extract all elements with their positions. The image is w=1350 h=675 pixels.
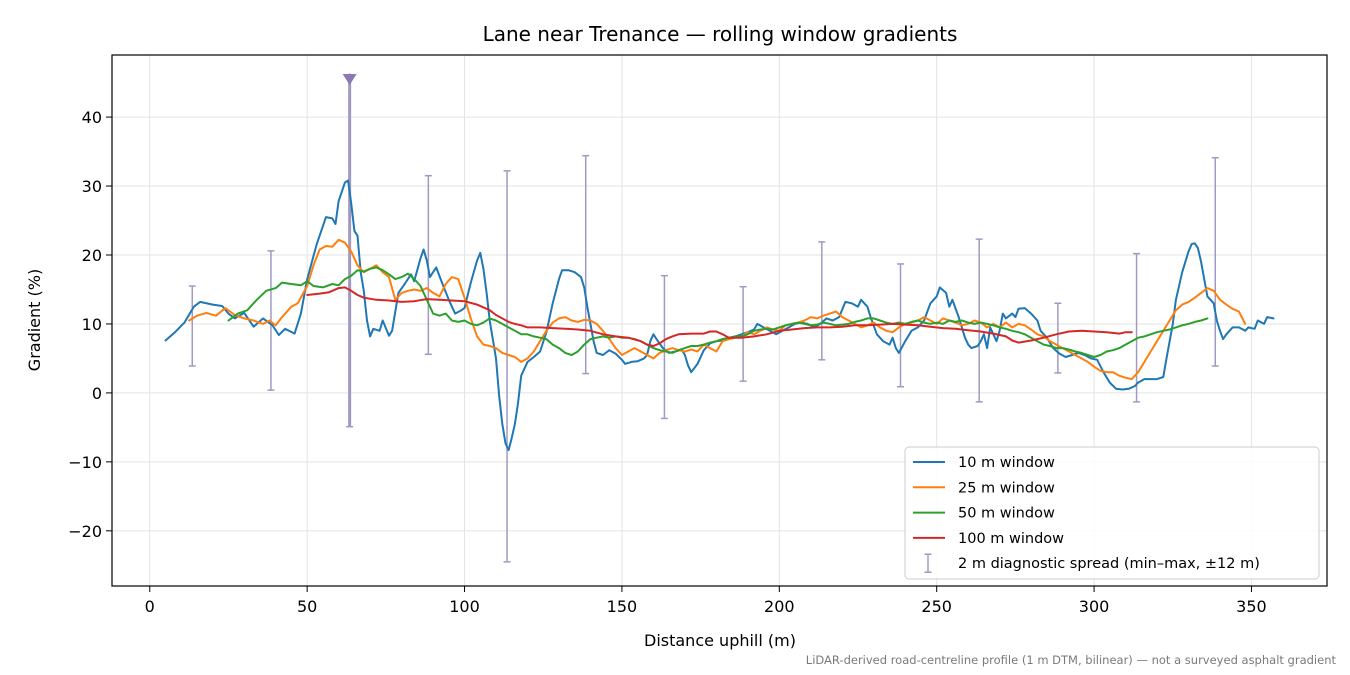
y-tick-label: 10 bbox=[82, 315, 102, 334]
spread-bar bbox=[1211, 157, 1219, 367]
y-tick-label: 20 bbox=[82, 246, 102, 265]
x-tick-label: 250 bbox=[921, 597, 952, 616]
spread-bar bbox=[1133, 252, 1141, 403]
x-tick-label: 200 bbox=[764, 597, 795, 616]
series-line-100m bbox=[306, 286, 1133, 347]
y-tick-label: 30 bbox=[82, 177, 102, 196]
legend: 10 m window 25 m window 50 m window 100 m w… bbox=[904, 446, 1320, 580]
legend-label: 25 m window bbox=[958, 480, 1055, 496]
legend-label: 50 m window bbox=[958, 506, 1055, 522]
legend-item: 25 m window bbox=[913, 480, 1055, 496]
clipped-marker bbox=[342, 74, 357, 85]
y-tick-label: 40 bbox=[82, 108, 102, 127]
x-axis-label: Distance uphill (m) bbox=[644, 631, 796, 650]
footnote: LiDAR-derived road-centreline profile (1… bbox=[806, 653, 1337, 667]
y-tick-label: −10 bbox=[68, 453, 102, 472]
legend-box bbox=[904, 446, 1320, 580]
legend-label: 100 m window bbox=[958, 531, 1064, 547]
legend-label: 2 m diagnostic spread (min–max, ±12 m) bbox=[958, 556, 1260, 572]
spread-bar bbox=[1054, 302, 1062, 374]
spread-bar bbox=[582, 154, 590, 375]
spread-bar bbox=[188, 285, 196, 367]
series-line-25m bbox=[188, 238, 1247, 381]
plot-frame bbox=[111, 54, 1328, 587]
y-axis-label: Gradient (%) bbox=[25, 269, 44, 371]
series-line-50m bbox=[227, 266, 1209, 358]
x-tick-label: 50 bbox=[297, 597, 317, 616]
y-axis-ticks: −20 −10 0 10 20 30 40 bbox=[68, 108, 112, 541]
y-tick-label: 0 bbox=[92, 384, 102, 403]
legend-item: 100 m window bbox=[913, 531, 1064, 547]
x-tick-label: 350 bbox=[1236, 597, 1267, 616]
legend-item: 50 m window bbox=[913, 506, 1055, 522]
x-axis-ticks: 0 50 100 150 200 250 300 350 bbox=[145, 586, 1267, 616]
series-lines bbox=[164, 179, 1275, 452]
spread-bar bbox=[660, 274, 668, 420]
y-tick-label: −20 bbox=[68, 522, 102, 541]
spread-bar bbox=[975, 238, 983, 403]
legend-item: 2 m diagnostic spread (min–max, ±12 m) bbox=[924, 553, 1260, 573]
x-tick-label: 0 bbox=[145, 597, 155, 616]
legend-label: 10 m window bbox=[958, 455, 1055, 471]
series-line-10m bbox=[164, 179, 1275, 452]
chart-title: Lane near Trenance — rolling window grad… bbox=[483, 22, 958, 46]
x-tick-label: 300 bbox=[1079, 597, 1110, 616]
spread-bar bbox=[818, 241, 826, 361]
x-tick-label: 150 bbox=[607, 597, 638, 616]
spread-bar bbox=[503, 170, 511, 563]
x-tick-label: 100 bbox=[449, 597, 480, 616]
legend-item: 10 m window bbox=[913, 455, 1055, 471]
